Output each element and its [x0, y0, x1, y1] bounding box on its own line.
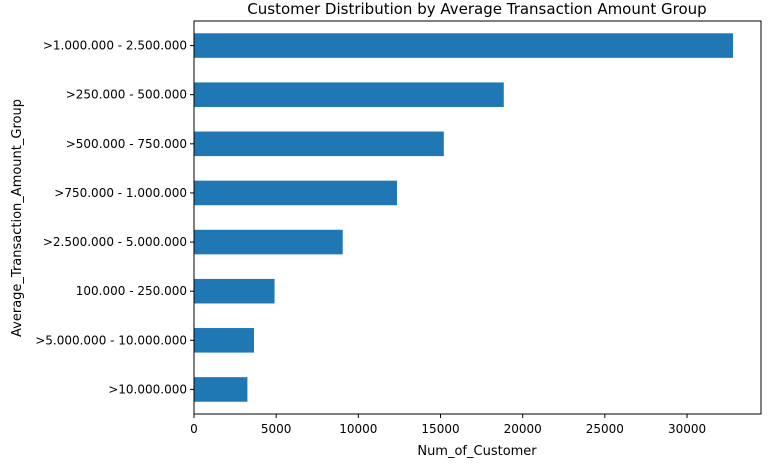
y-tick-label: >500.000 - 750.000	[66, 137, 187, 151]
y-tick-label: >10.000.000	[108, 382, 187, 396]
x-tick-label: 10000	[339, 422, 377, 436]
plot-frame	[193, 20, 762, 415]
y-tick-label: >1.000.000 - 2.500.000	[43, 39, 187, 53]
chart-title: Customer Distribution by Average Transac…	[247, 0, 706, 18]
ticks-layer: >1.000.000 - 2.500.000 >250.000 - 500.000…	[35, 39, 706, 436]
y-tick-label: 100.000 - 250.000	[76, 284, 187, 298]
bar	[194, 229, 343, 255]
x-axis-label: Num_of_Customer	[417, 444, 537, 459]
y-tick-label: >2.500.000 - 5.000.000	[43, 235, 187, 249]
x-tick-label: 15000	[421, 422, 459, 436]
x-tick-label: 20000	[504, 422, 542, 436]
bar	[194, 33, 734, 58]
bars-layer	[194, 33, 734, 402]
bar	[194, 328, 254, 353]
bar	[194, 278, 275, 304]
bar	[194, 131, 444, 157]
x-tick-label: 5000	[261, 422, 292, 436]
bar	[194, 180, 397, 206]
x-tick-label: 0	[190, 422, 198, 436]
x-tick-label: 30000	[668, 422, 706, 436]
bar	[194, 82, 504, 107]
x-tick-label: 25000	[586, 422, 624, 436]
y-tick-label: >5.000.000 - 10.000.000	[35, 333, 187, 347]
y-tick-label: >250.000 - 500.000	[66, 88, 187, 102]
y-tick-label: >750.000 - 1.000.000	[54, 186, 187, 200]
y-axis-label: Average_Transaction_Amount_Group	[10, 99, 25, 337]
bar	[194, 377, 248, 402]
